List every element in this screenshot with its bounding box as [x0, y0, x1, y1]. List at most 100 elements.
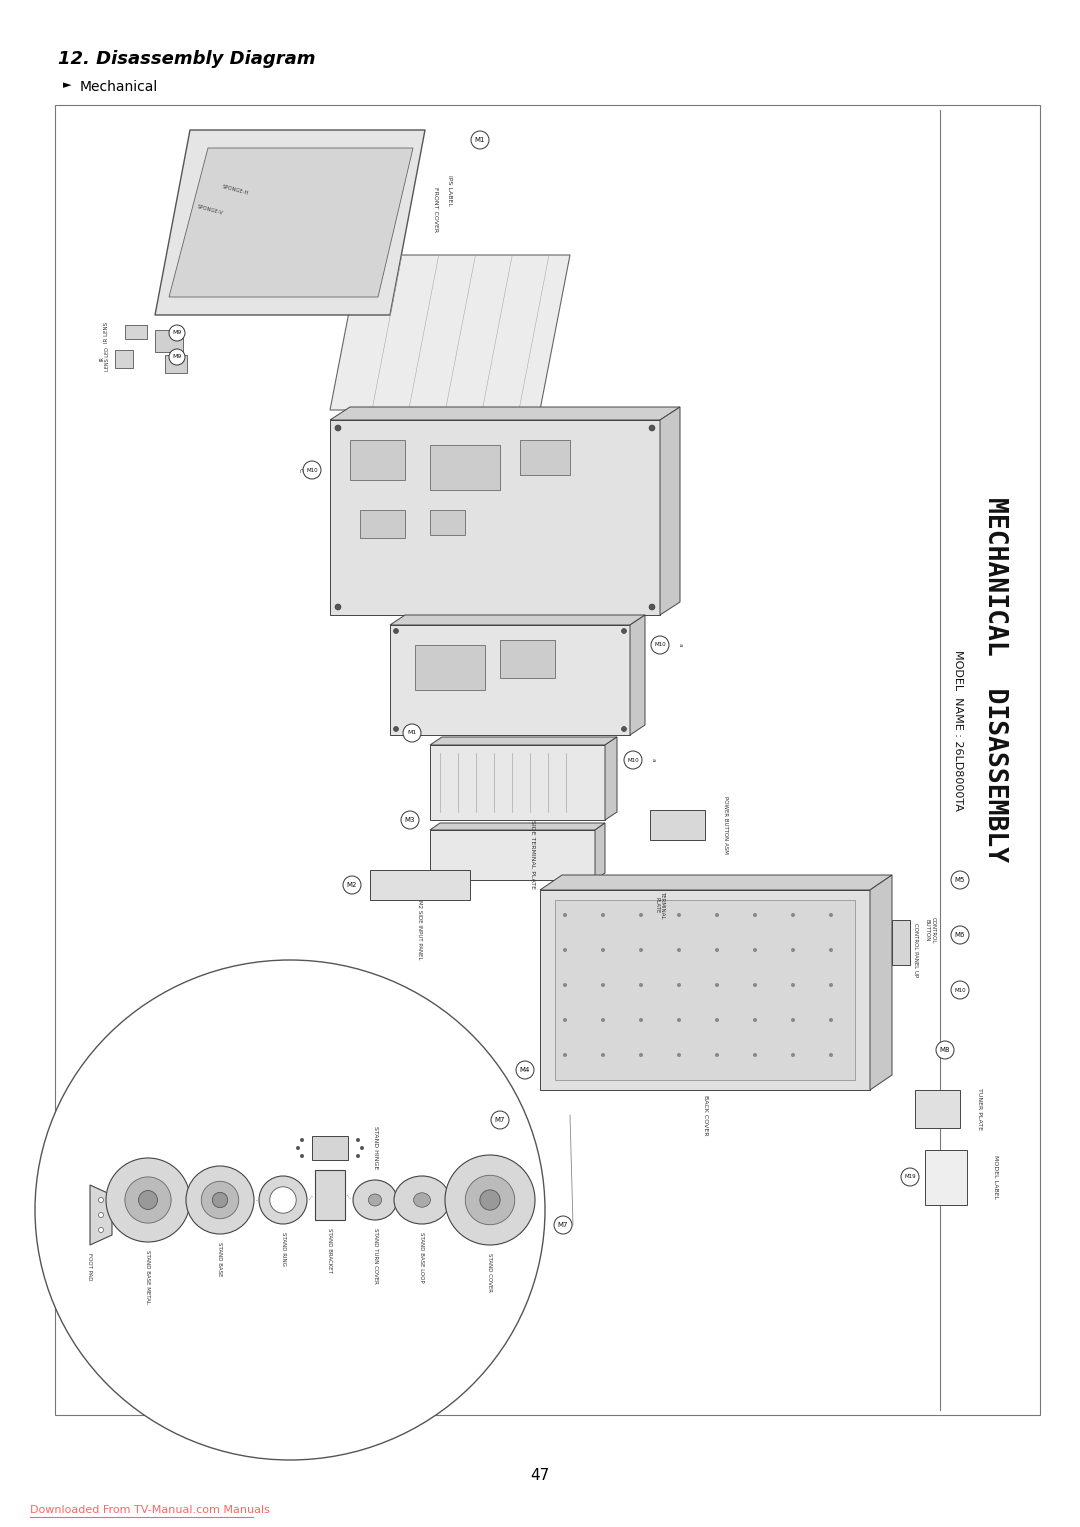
Circle shape — [393, 629, 399, 634]
Bar — [915, 1090, 960, 1128]
Ellipse shape — [480, 1190, 500, 1209]
Text: CONTROL
BUTTON: CONTROL BUTTON — [924, 916, 935, 944]
Circle shape — [98, 1212, 104, 1217]
Polygon shape — [660, 408, 680, 615]
Ellipse shape — [368, 1194, 381, 1206]
Bar — [924, 1150, 967, 1205]
Text: M7: M7 — [495, 1116, 505, 1122]
Circle shape — [563, 948, 567, 951]
Text: M8: M8 — [940, 1048, 950, 1054]
Circle shape — [649, 605, 654, 609]
Text: a: a — [677, 643, 683, 647]
Text: STAND HINGE: STAND HINGE — [373, 1127, 378, 1170]
Polygon shape — [90, 1185, 112, 1245]
Polygon shape — [630, 615, 645, 734]
Text: MECHANICAL  DISASSEMBLY: MECHANICAL DISASSEMBLY — [982, 498, 1008, 863]
Bar — [430, 745, 605, 820]
Polygon shape — [168, 148, 413, 296]
Bar — [430, 510, 465, 534]
Circle shape — [677, 1019, 681, 1022]
Bar — [156, 330, 183, 353]
Text: M6: M6 — [955, 931, 966, 938]
Circle shape — [335, 425, 341, 431]
Ellipse shape — [465, 1176, 515, 1225]
Bar — [55, 105, 1040, 1416]
Circle shape — [677, 948, 681, 951]
Circle shape — [901, 1168, 919, 1186]
Circle shape — [829, 1054, 833, 1057]
Ellipse shape — [35, 960, 545, 1460]
Bar — [360, 510, 405, 538]
Text: Downloaded From TV-Manual.com Manuals: Downloaded From TV-Manual.com Manuals — [30, 1506, 270, 1515]
Text: IR LENS: IR LENS — [105, 322, 109, 342]
Circle shape — [791, 913, 795, 918]
Circle shape — [791, 948, 795, 951]
Text: M9: M9 — [173, 354, 181, 359]
Bar — [165, 354, 187, 373]
Text: M10: M10 — [627, 757, 638, 762]
Text: M3: M3 — [405, 817, 415, 823]
Circle shape — [639, 948, 643, 951]
Text: M4: M4 — [519, 1067, 530, 1073]
Bar — [650, 809, 705, 840]
Polygon shape — [330, 255, 570, 411]
Circle shape — [951, 925, 969, 944]
Circle shape — [791, 1054, 795, 1057]
Circle shape — [791, 983, 795, 986]
Circle shape — [343, 876, 361, 893]
Polygon shape — [870, 875, 892, 1090]
Text: STAND BASE LOOP: STAND BASE LOOP — [419, 1232, 424, 1283]
Circle shape — [791, 1019, 795, 1022]
Circle shape — [471, 131, 489, 150]
Polygon shape — [330, 408, 680, 420]
Ellipse shape — [201, 1182, 239, 1219]
Circle shape — [300, 1154, 303, 1157]
Circle shape — [621, 629, 626, 634]
Circle shape — [649, 425, 654, 431]
Polygon shape — [595, 823, 605, 880]
Bar — [519, 440, 570, 475]
Circle shape — [677, 983, 681, 986]
Text: M1: M1 — [475, 137, 485, 144]
Text: 12. Disassembly Diagram: 12. Disassembly Diagram — [58, 50, 315, 69]
Circle shape — [829, 913, 833, 918]
Text: FOOT PAD: FOOT PAD — [87, 1254, 93, 1281]
Ellipse shape — [394, 1176, 450, 1225]
Polygon shape — [540, 875, 892, 890]
Circle shape — [715, 948, 719, 951]
Circle shape — [335, 605, 341, 609]
Circle shape — [303, 461, 321, 479]
Circle shape — [715, 1054, 719, 1057]
Text: STAND COVER: STAND COVER — [487, 1254, 492, 1292]
Circle shape — [360, 1145, 364, 1150]
Circle shape — [600, 913, 605, 918]
Circle shape — [491, 1112, 509, 1128]
Text: a: a — [650, 759, 656, 762]
Circle shape — [563, 1054, 567, 1057]
Ellipse shape — [106, 1157, 190, 1241]
Text: BACK COVER: BACK COVER — [702, 1095, 707, 1135]
Circle shape — [516, 1061, 534, 1080]
Text: STAND RING: STAND RING — [281, 1232, 285, 1266]
Circle shape — [621, 727, 626, 731]
Bar — [312, 1136, 348, 1161]
Circle shape — [651, 637, 669, 654]
Circle shape — [715, 913, 719, 918]
Circle shape — [936, 1041, 954, 1060]
Bar — [540, 890, 870, 1090]
Text: SPONGE-V: SPONGE-V — [197, 205, 224, 215]
Text: ►: ► — [63, 79, 71, 90]
Bar — [500, 640, 555, 678]
Circle shape — [168, 350, 185, 365]
Polygon shape — [605, 738, 617, 820]
Circle shape — [753, 913, 757, 918]
Text: STAND BRACKET: STAND BRACKET — [327, 1228, 333, 1274]
Bar — [330, 420, 660, 615]
Circle shape — [600, 1019, 605, 1022]
Bar — [370, 870, 470, 899]
Text: 47: 47 — [530, 1467, 550, 1483]
Circle shape — [624, 751, 642, 770]
Circle shape — [563, 913, 567, 918]
Text: M2: M2 — [347, 883, 357, 889]
Circle shape — [554, 1215, 572, 1234]
